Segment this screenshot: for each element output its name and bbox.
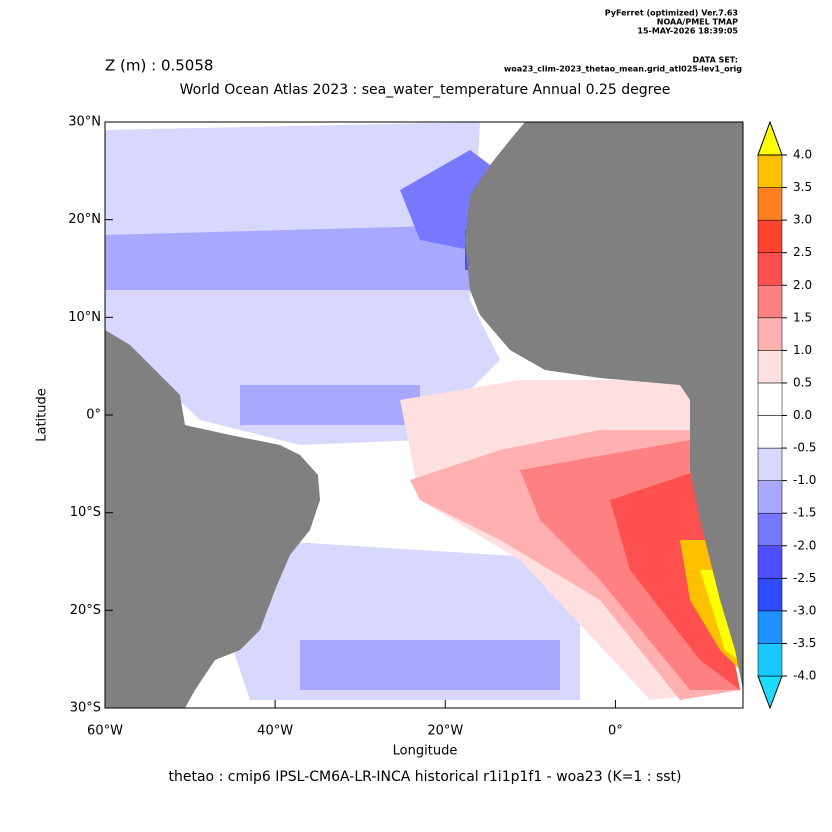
colorbar-label: -1.5 [793,506,816,520]
field [105,122,743,708]
colorbar-band [757,512,783,546]
dataset: woa23_clim-2023_thetao_mean.grid_atl025-… [504,65,742,74]
colorbar-label: -3.5 [793,636,816,650]
colorbar-label: 3.0 [793,213,812,227]
colorbar-band [757,480,783,514]
colorbar-label: -0.5 [793,441,816,455]
y-tick-label: 30°N [68,115,101,130]
colorbar-band [757,252,783,286]
colorbar-label: -2.0 [793,538,816,552]
colorbar-label: 2.0 [793,278,812,292]
colorbar-label: 4.0 [793,148,812,162]
colorbar-label: 0.5 [793,375,812,389]
colorbar-label: 3.5 [793,180,812,194]
y-tick-label: 20°S [70,603,101,618]
colorbar-band [757,545,783,579]
y-tick-label: 10°N [68,310,101,325]
caption: thetao : cmip6 IPSL-CM6A-LR-INCA histori… [169,769,682,785]
colorbar-label: 1.5 [793,310,812,324]
y-tick-label: 10°S [70,505,101,520]
colorbar-band [757,415,783,449]
colorbar-label: 1.0 [793,343,812,357]
colorbar-band [757,610,783,644]
y-tick-label: 0° [86,408,101,423]
colorbar-band [757,154,783,188]
y-tick-label: 30°S [70,701,101,716]
colorbar-label: 2.5 [793,245,812,259]
x-tick-label: 20°W [427,724,463,739]
colorbar-band [757,350,783,384]
axes: 60°W 40°W 20°W 0° 30°S 20°S 10°S 0° 10°N 20°N 30°N [68,115,623,739]
colorbar-band [757,578,783,612]
subtitle: Z (m) : 0.5058 [105,57,213,75]
dataset-label: DATA SET: [693,56,738,65]
colorbar-under [757,675,783,710]
colorbar-over [757,120,783,156]
colorbar-band [757,382,783,416]
org: NOAA/PMEL TMAP [657,18,738,27]
colorbar-label: -1.0 [793,473,816,487]
colorbar-band [757,285,783,319]
x-label: Longitude [393,744,458,759]
colorbar-band [757,219,783,253]
x-tick-label: 60°W [87,724,123,739]
colorbar-band [757,187,783,221]
y-tick-label: 20°N [68,212,101,227]
y-label: Latitude [35,388,50,442]
colorbar-label: -3.0 [793,603,816,617]
colorbar-label: 0.0 [793,408,812,422]
title: World Ocean Atlas 2023 : sea_water_tempe… [180,82,671,98]
colorbar-band [757,447,783,481]
date: 15-MAY-2026 18:39:05 [637,27,738,36]
colorbar-label: -2.5 [793,571,816,585]
colorbar-band [757,317,783,351]
program: PyFerret (optimized) Ver.7.63 [605,9,738,18]
x-tick-label: 40°W [257,724,293,739]
x-tick-label: 0° [608,724,623,739]
colorbar-label: -4.0 [793,669,816,683]
colorbar-band [757,643,783,677]
colorbar: -4.0 -3.5 -3.0 -2.5 -2.0 -1.5 -1.0 -0.5 0.0 0.5 1.… [757,120,816,710]
